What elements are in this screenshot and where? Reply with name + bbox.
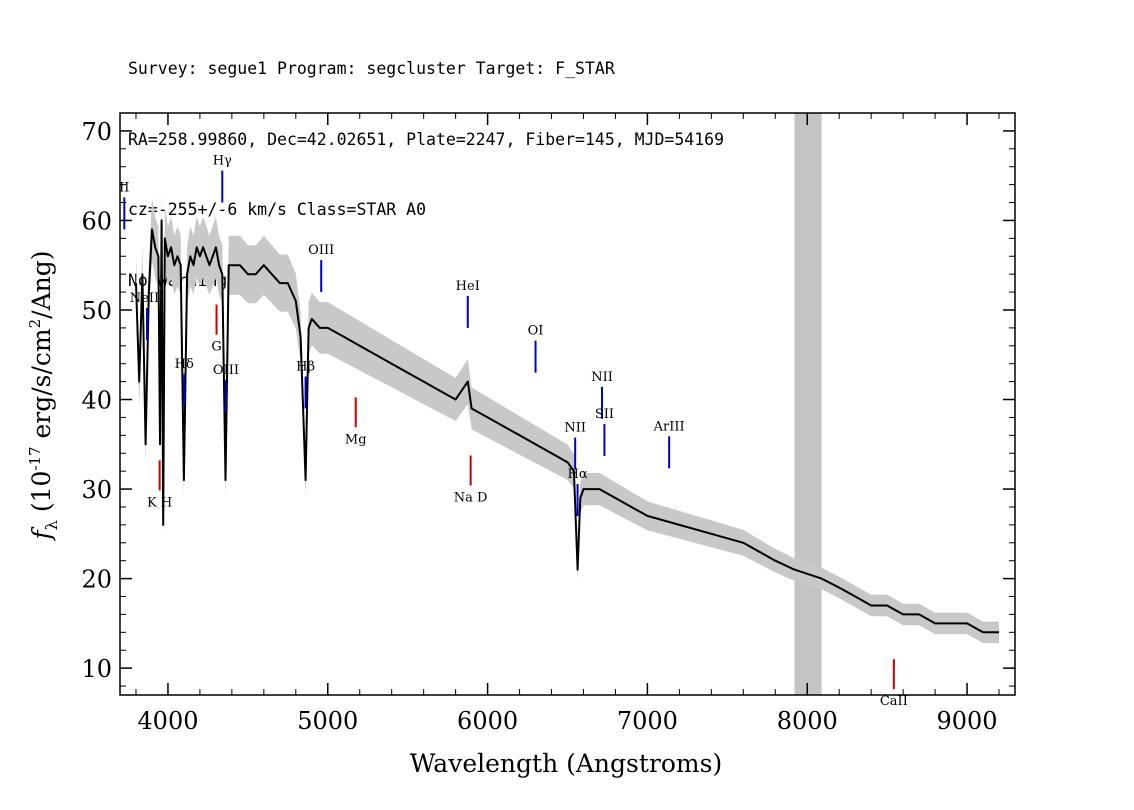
axis-tick-labels: 4000 5000 6000 7000 8000 9000 10 20 30 40 50 60 70 [81,118,997,735]
y-tick-label: 60 [81,207,112,235]
emission-line-label: HeI [456,279,480,294]
flux-line [135,219,999,634]
absorption-line-label: Na D [454,490,488,505]
emission-line-label: NII [591,370,613,385]
emission-line-label: Hδ [175,357,194,372]
masked-region [794,113,822,695]
x-tick-label: 9000 [937,707,998,735]
header-survey-line: Survey: segue1 Program: segcluster Targe… [128,59,615,78]
absorption-line-label: G [211,340,221,355]
emission-line-label: NeIII [130,291,164,306]
absorption-line-label: Mg [345,432,367,447]
x-tick-label: 5000 [297,707,358,735]
absorption-line-label: K H [147,495,172,510]
emission-line-label: OI [528,324,544,339]
x-tick-label: 6000 [457,707,518,735]
absorption-line-label: CaII [880,694,908,709]
y-axis-title: fλ (10-17 erg/s/cm2/Ang) [26,250,61,541]
y-tick-label: 10 [81,655,112,683]
emission-line-label: SII [595,407,614,422]
header-coordinates-line: RA=258.99860, Dec=42.02651, Plate=2247, … [128,129,725,149]
emission-line-label: II [119,180,129,195]
y-tick-label: 20 [81,566,112,594]
emission-line-label: Hβ [296,359,315,374]
x-tick-label: 4000 [137,707,198,735]
header-redshift-line: cz=-255+/-6 km/s Class=STAR A0 [128,200,427,219]
x-tick-label: 8000 [777,707,838,735]
y-tick-label: 50 [81,297,112,325]
emission-line-label: NII [564,421,586,436]
x-axis-title: Wavelength (Angstroms) [410,749,722,778]
plot-area: NeIII Hδ Hγ OIII II Hβ OIII HeI OI NII Hα NII SII ArI… [119,113,999,709]
emission-line-label: ArIII [653,419,685,434]
emission-line-label: Hα [568,467,588,482]
flux-error-band [136,188,999,644]
y-tick-label: 40 [81,387,112,415]
emission-line-label: OIII [308,243,334,258]
spectrum-header: Survey: segue1 Program: segcluster Targe… [128,10,724,316]
y-tick-label: 70 [81,118,112,146]
axis-ticks [120,112,1015,695]
emission-line-label: Hγ [213,154,232,169]
x-tick-label: 7000 [617,707,678,735]
y-tick-label: 30 [81,476,112,504]
plot-frame [119,112,1016,696]
emission-line-label: OIII [213,363,239,378]
